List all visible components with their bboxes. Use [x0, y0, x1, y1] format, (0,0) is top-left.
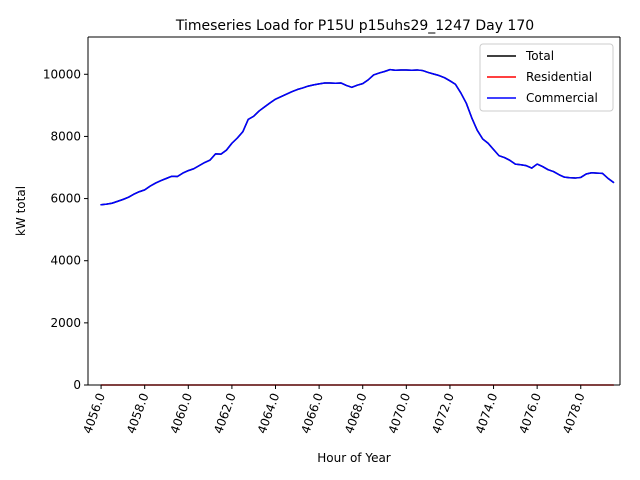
y-tick-label: 0: [73, 378, 81, 392]
legend: Total Residential Commercial: [479, 43, 614, 112]
legend-label-commercial: Commercial: [526, 91, 598, 105]
y-tick-label: 10000: [43, 67, 81, 81]
y-axis-label: kW total: [14, 186, 28, 236]
y-ticks: 0 2000 4000 6000 8000 10000: [43, 67, 88, 392]
y-tick-label: 6000: [50, 192, 81, 206]
y-tick-label: 2000: [50, 316, 81, 330]
y-tick-label: 4000: [50, 254, 81, 268]
series-line-commercial: [100, 68, 615, 206]
y-tick-label: 8000: [50, 129, 81, 143]
legend-items: Total Residential Commercial: [487, 49, 598, 105]
x-axis-label: Hour of Year: [317, 451, 391, 465]
legend-label-residential: Residential: [526, 70, 592, 84]
legend-label-total: Total: [525, 49, 554, 63]
chart-title: Timeseries Load for P15U p15uhs29_1247 D…: [175, 18, 534, 34]
legend-frame: [479, 43, 614, 112]
